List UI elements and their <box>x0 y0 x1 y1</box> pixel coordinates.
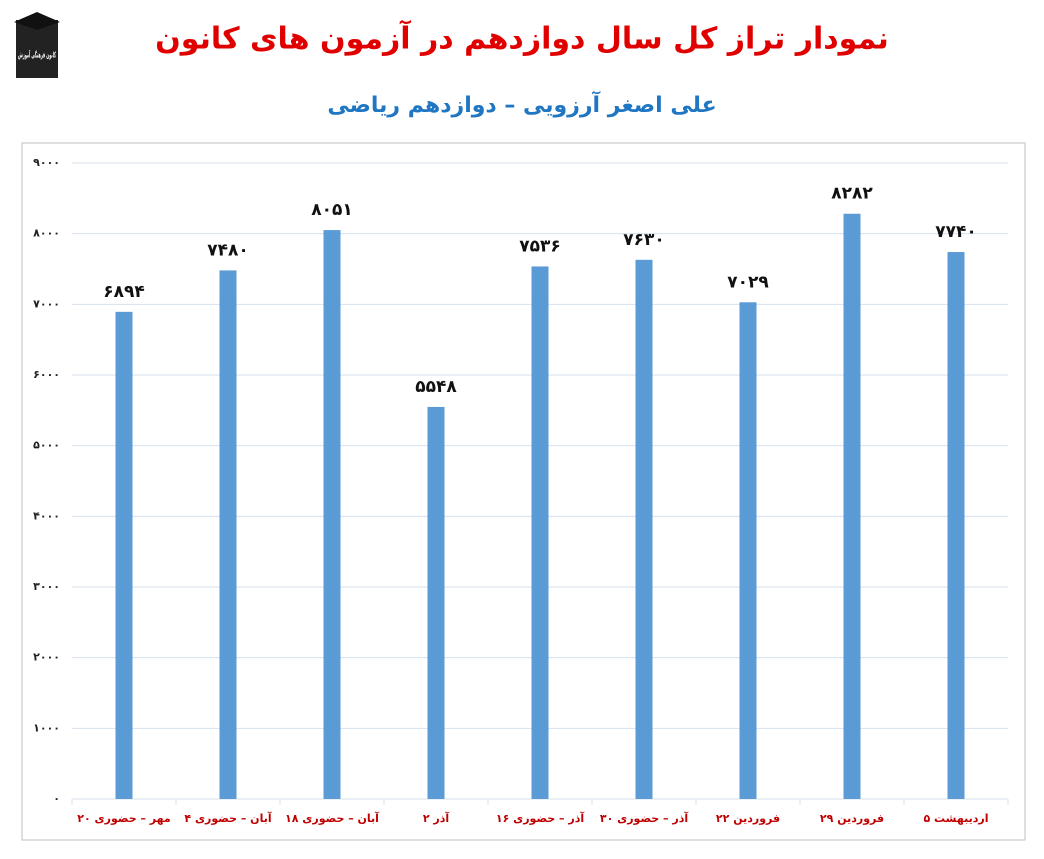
data-label: ۵۵۴۸ <box>415 377 457 397</box>
data-label: ۷۷۴۰ <box>935 222 977 242</box>
x-tick-label: ۲۲ فروردین <box>716 812 780 825</box>
y-tick-label: ۷۰۰۰ <box>33 297 60 310</box>
y-tick-label: ۵۰۰۰ <box>33 439 60 452</box>
y-tick-label: ۶۰۰۰ <box>33 368 60 381</box>
chart-subtitle: علی اصغر آرزویی – دوازدهم ریاضی <box>327 90 716 118</box>
x-tick-label: ۱۸ آبان – حضوری <box>285 811 379 825</box>
y-tick-label: ۰ <box>53 792 60 805</box>
data-label: ۸۲۸۲ <box>831 184 873 204</box>
logo-cap <box>14 12 60 30</box>
y-tick-label: ۳۰۰۰ <box>33 580 60 593</box>
y-tick-label: ۲۰۰۰ <box>33 651 60 664</box>
bar <box>427 406 445 799</box>
bar <box>947 252 965 800</box>
bar <box>739 302 757 799</box>
data-label: ۸۰۵۱ <box>311 200 353 220</box>
data-label: ۷۰۲۹ <box>727 272 769 292</box>
logo-text: کانون فرهنگی آموزش <box>18 50 56 61</box>
x-tick-label: ۴ آبان – حضوری <box>184 811 271 825</box>
data-label: ۷۶۳۰ <box>623 230 665 250</box>
chart-frame <box>21 142 1026 841</box>
chart-title: نمودار تراز کل سال دوازدهم در آزمون های … <box>155 20 889 57</box>
bar <box>115 311 133 799</box>
x-tick-label: ۲۰ مهر – حضوری <box>77 812 170 825</box>
y-tick-label: ۴۰۰۰ <box>33 509 60 522</box>
y-tick-label: ۹۰۰۰ <box>33 156 60 169</box>
x-tick-label: ۲۹ فروردین <box>820 812 884 825</box>
bar <box>843 213 861 800</box>
data-label: ۶۸۹۴ <box>103 282 145 302</box>
data-label: ۷۴۸۰ <box>207 240 249 260</box>
bar <box>635 259 653 799</box>
x-tick-label: ۲ آذر <box>423 811 450 825</box>
data-label: ۷۵۳۶ <box>519 236 561 256</box>
bar <box>323 230 341 799</box>
bar <box>531 266 549 799</box>
logo: کانون فرهنگی آموزش <box>14 12 60 78</box>
y-tick-label: ۱۰۰۰ <box>33 721 60 734</box>
bar <box>219 270 237 799</box>
x-tick-label: ۱۶ آذر – حضوری <box>496 811 584 825</box>
y-tick-label: ۸۰۰۰ <box>33 227 60 240</box>
x-tick-label: ۵ اردیبهشت <box>923 812 988 825</box>
x-tick-label: ۳۰ آذر – حضوری <box>600 811 688 825</box>
